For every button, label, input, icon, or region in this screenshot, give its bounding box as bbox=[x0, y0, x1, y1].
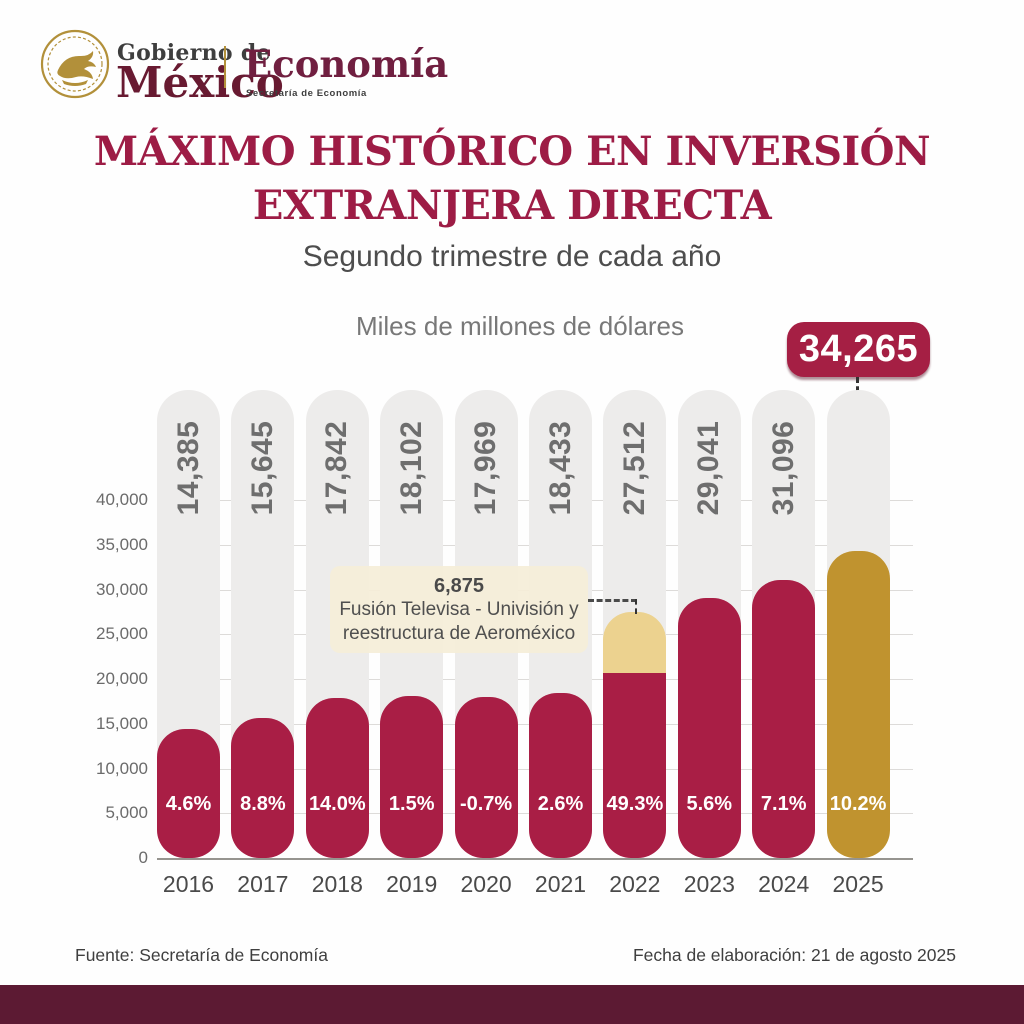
y-axis-label: 30,000 bbox=[96, 579, 148, 599]
annotation-connector-vertical bbox=[635, 599, 637, 614]
bar-2022 bbox=[603, 673, 667, 858]
bar-growth-label: 49.3% bbox=[606, 793, 664, 815]
footer-source: Fuente: Secretaría de Economía bbox=[75, 945, 328, 965]
bar-value-label: 14,385 bbox=[171, 420, 205, 516]
bar-2023 bbox=[677, 598, 741, 858]
bar-growth-label: 7.1% bbox=[760, 793, 807, 815]
bar-2025 bbox=[826, 551, 890, 858]
annotation-card: 6,875 Fusión Televisa - Univisión y rees… bbox=[330, 566, 588, 653]
bar-growth-label: 14.0% bbox=[308, 793, 366, 815]
bar-growth-label: 4.6% bbox=[165, 793, 212, 815]
bar-value-label: 18,102 bbox=[394, 420, 428, 516]
bar-value-label: 27,512 bbox=[617, 420, 651, 516]
bar-growth-label: 2.6% bbox=[537, 793, 584, 815]
y-axis-label: 35,000 bbox=[96, 534, 148, 554]
bar-value-label: 29,041 bbox=[692, 420, 726, 516]
mexico-wordmark: México bbox=[116, 58, 284, 107]
annotation-line1: Fusión Televisa - Univisión y bbox=[339, 599, 579, 620]
annotation-line2: reestructura de Aeroméxico bbox=[342, 623, 576, 645]
y-axis-label: 25,000 bbox=[96, 624, 148, 644]
logo-divider bbox=[224, 46, 226, 88]
bar-year-label: 2021 bbox=[534, 871, 587, 897]
y-axis-label: 40,000 bbox=[96, 490, 148, 509]
bar-year-label: 2020 bbox=[460, 871, 512, 897]
bar-year-label: 2016 bbox=[162, 871, 215, 897]
bar-2018 bbox=[305, 698, 369, 858]
mexico-seal-icon bbox=[38, 26, 112, 102]
annotation-value: 6,875 bbox=[433, 575, 485, 597]
bar-value-label: 31,096 bbox=[766, 420, 800, 516]
y-axis-label: 15,000 bbox=[96, 713, 148, 733]
main-title-line2: EXTRANJERA DIRECTA bbox=[252, 182, 772, 229]
bar-year-label: 2024 bbox=[758, 871, 810, 897]
bar-value-label: 17,842 bbox=[320, 420, 354, 516]
grid-line bbox=[157, 858, 913, 860]
bar-cap-segment bbox=[603, 611, 667, 674]
bar-value-label: 18,433 bbox=[543, 420, 577, 516]
y-axis-label: 5,000 bbox=[105, 803, 148, 823]
record-value-badge: 34,265 bbox=[787, 322, 930, 377]
bar-value-label: 17,969 bbox=[469, 420, 503, 516]
main-title-line1: MÁXIMO HISTÓRICO EN INVERSIÓN bbox=[93, 128, 931, 175]
bar-growth-label: 8.8% bbox=[240, 793, 286, 815]
economia-subtitle: Secretaría de Economía bbox=[246, 88, 367, 99]
bar-2024 bbox=[752, 579, 816, 858]
y-axis-label: 10,000 bbox=[96, 758, 148, 778]
bar-year-label: 2017 bbox=[237, 871, 289, 897]
bar-growth-label: 10.2% bbox=[829, 793, 887, 815]
footer-date: Fecha de elaboración: 21 de agosto 2025 bbox=[632, 945, 956, 965]
bar-growth-label: -0.7% bbox=[459, 793, 513, 815]
bar-growth-label: 5.6% bbox=[686, 793, 733, 815]
y-axis-label: 20,000 bbox=[96, 669, 148, 688]
bar-year-label: 2022 bbox=[609, 871, 661, 897]
unit-label: Miles de millones de dólares bbox=[355, 311, 685, 341]
annotation-connector-horizontal bbox=[588, 599, 637, 602]
gobierno-de-label: Gobierno de bbox=[117, 40, 271, 66]
bar-year-label: 2023 bbox=[683, 871, 735, 897]
y-axis-label: 0 bbox=[138, 848, 148, 867]
chart-subtitle: Segundo trimestre de cada año bbox=[302, 240, 722, 273]
bar-2020 bbox=[454, 697, 518, 858]
bar-year-label: 2019 bbox=[386, 871, 438, 897]
bar-2016 bbox=[157, 729, 220, 858]
economia-wordmark: Economía bbox=[244, 42, 449, 86]
bar-value-label: 15,645 bbox=[245, 420, 279, 516]
bar-growth-label: 1.5% bbox=[388, 793, 435, 815]
bar-year-label: 2018 bbox=[311, 871, 363, 897]
bar-2017 bbox=[231, 717, 295, 858]
brand-bottom-bar bbox=[0, 985, 1024, 1024]
bar-2021 bbox=[529, 693, 592, 858]
bar-2019 bbox=[380, 695, 444, 858]
bar-year-label: 2025 bbox=[832, 871, 884, 897]
